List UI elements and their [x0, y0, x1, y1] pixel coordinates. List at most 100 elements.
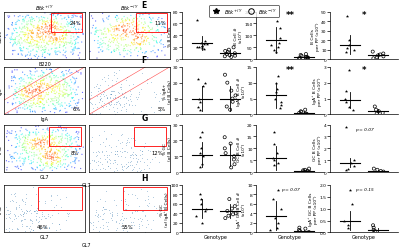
Point: [22, 98, 28, 102]
Point: [116, 29, 122, 33]
Point: [18, 126, 24, 130]
Point: [36, 147, 42, 151]
Point: [267, 44, 274, 48]
Point: [13, 91, 19, 95]
Point: [59, 105, 66, 109]
Point: [60, 46, 66, 50]
Point: [70, 32, 76, 36]
Point: [46, 142, 53, 146]
Point: [278, 104, 284, 108]
Point: [24, 106, 31, 110]
Point: [106, 158, 113, 162]
Point: [19, 90, 26, 94]
Point: [79, 91, 86, 95]
Text: **: **: [286, 66, 294, 75]
Point: [116, 102, 123, 105]
Point: [88, 91, 94, 95]
Point: [36, 21, 42, 25]
Point: [114, 101, 120, 105]
Point: [25, 133, 32, 137]
Point: [22, 104, 28, 108]
Point: [33, 128, 40, 132]
Point: [58, 127, 64, 131]
Y-axis label: IgA⁺ GC B Cell #
(x10³): IgA⁺ GC B Cell # (x10³): [237, 191, 246, 227]
Point: [58, 137, 64, 141]
Point: [30, 158, 37, 162]
Point: [275, 188, 282, 192]
Point: [74, 104, 80, 108]
Point: [58, 104, 65, 108]
Point: [73, 140, 79, 144]
Point: [122, 91, 128, 95]
Point: [57, 26, 64, 30]
Point: [142, 36, 148, 40]
Point: [155, 48, 161, 52]
Point: [149, 28, 155, 32]
Point: [26, 146, 33, 150]
Point: [116, 92, 122, 96]
Point: [97, 112, 103, 116]
Point: [32, 40, 38, 44]
Point: [32, 43, 38, 47]
Point: [8, 75, 15, 79]
Point: [49, 165, 56, 169]
Point: [12, 39, 18, 43]
Point: [133, 27, 140, 31]
Point: [52, 92, 59, 96]
Point: [28, 227, 34, 231]
Point: [101, 211, 108, 215]
Point: [5, 208, 11, 212]
Point: [148, 106, 154, 110]
Point: [65, 25, 71, 29]
Point: [68, 161, 74, 165]
Point: [49, 32, 56, 36]
Legend: $Btk^{+/Y}$, $Btk^{-/Y}$: $Btk^{+/Y}$, $Btk^{-/Y}$: [209, 6, 279, 18]
Point: [13, 23, 20, 27]
Point: [8, 157, 15, 161]
Point: [54, 158, 60, 162]
Point: [34, 102, 40, 106]
Point: [28, 159, 34, 163]
Point: [3, 228, 9, 232]
Point: [111, 70, 118, 74]
Point: [75, 47, 81, 51]
Point: [15, 19, 22, 23]
Point: [57, 105, 64, 109]
Bar: [38, 187, 82, 210]
Point: [64, 72, 70, 76]
Point: [118, 217, 124, 221]
Point: [47, 32, 53, 36]
Point: [28, 38, 34, 42]
Point: [96, 151, 102, 155]
Point: [40, 162, 46, 166]
Point: [72, 38, 79, 42]
Point: [94, 89, 101, 93]
Point: [44, 101, 50, 105]
Point: [111, 109, 117, 113]
Point: [105, 44, 111, 48]
Point: [18, 97, 25, 101]
Point: [274, 152, 281, 156]
Point: [36, 89, 43, 93]
Point: [78, 73, 84, 77]
Point: [67, 72, 73, 76]
Point: [146, 43, 153, 47]
Point: [22, 136, 28, 140]
Point: [140, 43, 147, 47]
Point: [144, 164, 150, 168]
Point: [37, 80, 44, 84]
Point: [52, 83, 58, 87]
Point: [34, 26, 40, 30]
Point: [41, 106, 48, 110]
Point: [48, 147, 54, 151]
Point: [42, 156, 48, 160]
Point: [55, 23, 61, 27]
Point: [125, 44, 132, 48]
Point: [28, 211, 34, 215]
Point: [46, 54, 52, 58]
Point: [14, 164, 21, 168]
Point: [18, 76, 24, 80]
Point: [76, 57, 82, 61]
Point: [32, 137, 38, 141]
Point: [24, 42, 30, 46]
